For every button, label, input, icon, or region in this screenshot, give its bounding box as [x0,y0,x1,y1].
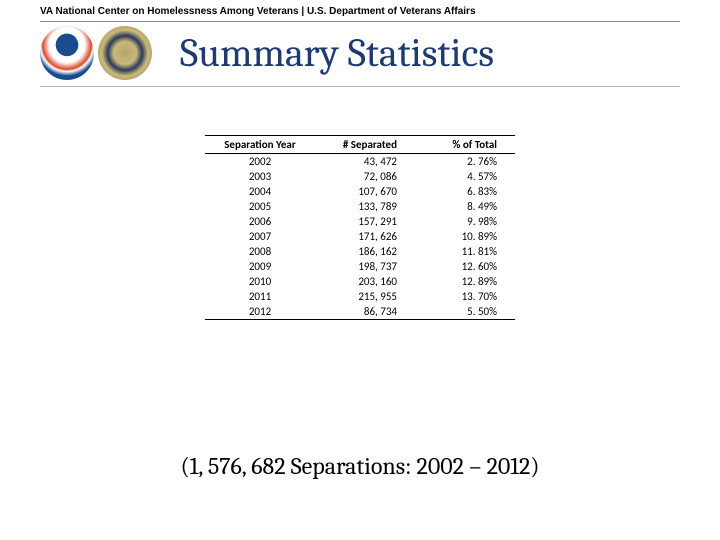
table-row: 2009198, 73712. 60% [205,259,515,274]
table-row: 2011215, 95513. 70% [205,289,515,304]
cell-separated: 186, 162 [315,244,415,259]
cell-percent: 12. 60% [415,259,515,274]
cell-percent: 11. 81% [415,244,515,259]
cell-separated: 171, 626 [315,229,415,244]
cell-percent: 10. 89% [415,229,515,244]
table-row: 2008186, 16211. 81% [205,244,515,259]
cell-year: 2003 [205,169,315,184]
table-row: 2004107, 6706. 83% [205,184,515,199]
cell-percent: 13. 70% [415,289,515,304]
cell-separated: 198, 737 [315,259,415,274]
table-row: 200243, 4722. 76% [205,154,515,170]
cell-year: 2012 [205,304,315,320]
cell-percent: 9. 98% [415,214,515,229]
nchv-logo-icon [40,26,94,80]
cell-separated: 215, 955 [315,289,415,304]
cell-percent: 5. 50% [415,304,515,320]
cell-year: 2008 [205,244,315,259]
cell-year: 2002 [205,154,315,170]
table-header-row: Separation Year # Separated % of Total [205,136,515,154]
cell-separated: 107, 670 [315,184,415,199]
cell-year: 2011 [205,289,315,304]
statistics-table: Separation Year # Separated % of Total 2… [205,135,515,320]
logo-group [40,26,152,80]
cell-percent: 4. 57% [415,169,515,184]
table-row: 200372, 0864. 57% [205,169,515,184]
table-row: 2005133, 7898. 49% [205,199,515,214]
table-row: 2007171, 62610. 89% [205,229,515,244]
cell-separated: 203, 160 [315,274,415,289]
cell-year: 2006 [205,214,315,229]
table-row: 2006157, 2919. 98% [205,214,515,229]
col-header-separated: # Separated [315,136,415,154]
col-header-percent: % of Total [415,136,515,154]
page-title: Summary Statistics [180,30,494,76]
cell-separated: 157, 291 [315,214,415,229]
cell-year: 2005 [205,199,315,214]
footer-summary: (1, 576, 682 Separations: 2002 – 2012) [0,452,720,480]
statistics-table-wrap: Separation Year # Separated % of Total 2… [205,135,515,320]
cell-year: 2007 [205,229,315,244]
table-row: 201286, 7345. 50% [205,304,515,320]
cell-separated: 72, 086 [315,169,415,184]
cell-percent: 8. 49% [415,199,515,214]
divider-mid [40,86,680,87]
cell-separated: 43, 472 [315,154,415,170]
header-subtitle: VA National Center on Homelessness Among… [0,0,720,21]
cell-separated: 133, 789 [315,199,415,214]
cell-separated: 86, 734 [315,304,415,320]
cell-percent: 6. 83% [415,184,515,199]
col-header-year: Separation Year [205,136,315,154]
va-seal-icon [98,26,152,80]
cell-percent: 2. 76% [415,154,515,170]
table-row: 2010203, 16012. 89% [205,274,515,289]
title-row: Summary Statistics [0,22,720,86]
cell-year: 2004 [205,184,315,199]
cell-percent: 12. 89% [415,274,515,289]
cell-year: 2010 [205,274,315,289]
cell-year: 2009 [205,259,315,274]
